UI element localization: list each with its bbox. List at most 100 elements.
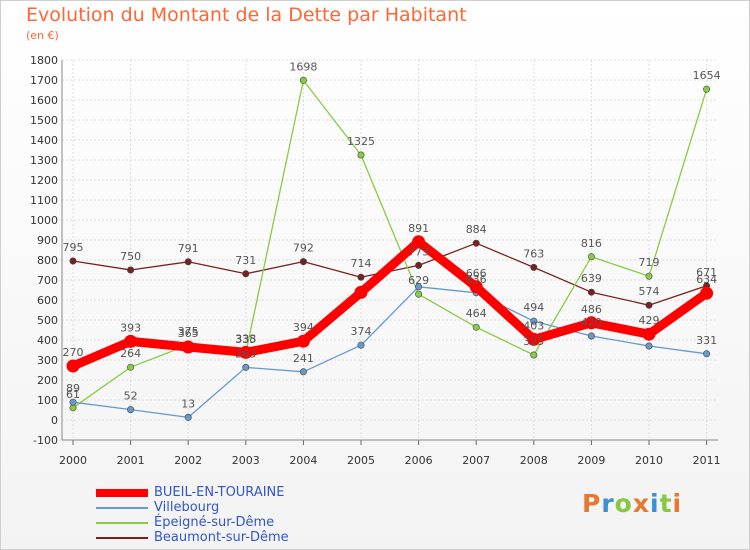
point-villebourg[interactable]	[299, 368, 307, 376]
point-villebourg[interactable]	[127, 406, 135, 414]
point-villebourg[interactable]	[357, 341, 365, 349]
point-bueil[interactable]	[296, 334, 310, 348]
legend-item-beaumont[interactable]: Beaumont-sur-Dême	[96, 530, 356, 545]
point-epeigne[interactable]	[127, 363, 135, 371]
point-bueil[interactable]	[412, 235, 426, 249]
data-label-villebourg: 331	[696, 334, 717, 347]
data-label-beaumont: 574	[639, 285, 660, 298]
point-bueil[interactable]	[239, 345, 253, 359]
series-line-bueil[interactable]	[68, 237, 712, 371]
series-line-epeigne[interactable]	[72, 79, 708, 409]
data-label-villebourg: 374	[351, 325, 372, 338]
y-tick-label: 600	[37, 294, 58, 307]
y-tick-label: 900	[37, 234, 58, 247]
series-line-villebourg[interactable]	[72, 286, 708, 419]
point-beaumont[interactable]	[587, 288, 595, 296]
series-line-beaumont[interactable]	[72, 242, 708, 306]
point-epeigne[interactable]	[645, 272, 653, 280]
data-label-villebourg: 263	[235, 347, 256, 360]
point-bueil[interactable]	[66, 359, 80, 373]
point-beaumont[interactable]	[645, 301, 653, 309]
point-epeigne[interactable]	[357, 151, 365, 159]
axes: -100 0 100 200 300 400 500 600 700 800 900 1000 1100…	[30, 54, 721, 467]
point-epeigne[interactable]	[472, 323, 480, 331]
point-beaumont[interactable]	[472, 239, 480, 247]
y-tick-label: 800	[37, 254, 58, 267]
point-beaumont[interactable]	[242, 270, 250, 278]
chart-title: Evolution du Montant de la Dette par Hab…	[26, 4, 467, 26]
point-beaumont[interactable]	[357, 273, 365, 281]
data-label-epeigne: 335	[235, 333, 256, 346]
point-beaumont[interactable]	[127, 266, 135, 274]
point-villebourg[interactable]	[415, 283, 423, 291]
data-label-bueil: 365	[178, 327, 199, 340]
legend-swatch-epeigne	[96, 522, 148, 524]
data-label-bueil: 393	[120, 321, 141, 334]
point-epeigne[interactable]	[703, 85, 711, 93]
data-label-beaumont: 731	[235, 254, 256, 267]
point-bueil[interactable]	[527, 332, 541, 346]
x-tick-label: 2009	[577, 454, 605, 467]
point-bueil[interactable]	[181, 340, 195, 354]
point-beaumont[interactable]	[530, 263, 538, 271]
legend-label-bueil: BUEIL-EN-TOURAINE	[154, 485, 285, 500]
point-villebourg[interactable]	[587, 332, 595, 340]
point-beaumont[interactable]	[184, 258, 192, 266]
y-tick-label: 0	[51, 414, 58, 427]
point-villebourg[interactable]	[184, 413, 192, 421]
proxiti-logo[interactable]: Proxiti	[582, 489, 682, 518]
data-label-villebourg: 13	[181, 397, 195, 410]
point-bueil[interactable]	[124, 334, 138, 348]
legend-swatch-beaumont	[96, 537, 148, 539]
data-label-bueil: 486	[581, 303, 602, 316]
brand-letter: t	[659, 489, 673, 518]
x-tick-label: 2001	[117, 454, 145, 467]
y-tick-label: 1300	[30, 154, 58, 167]
point-bueil[interactable]	[642, 327, 656, 341]
x-tick-label: 2007	[462, 454, 490, 467]
point-bueil[interactable]	[354, 285, 368, 299]
data-label-beaumont: 791	[178, 242, 199, 255]
point-epeigne[interactable]	[415, 290, 423, 298]
legend-swatch-bueil	[96, 489, 148, 497]
point-villebourg[interactable]	[242, 363, 250, 371]
x-tick-label: 2002	[174, 454, 202, 467]
legend-item-villebourg[interactable]: Villebourg	[96, 500, 356, 515]
legend-item-bueil[interactable]: BUEIL-EN-TOURAINE	[96, 485, 356, 500]
data-label-beaumont: 750	[120, 250, 141, 263]
x-tick-label: 2006	[405, 454, 433, 467]
point-bueil[interactable]	[700, 286, 714, 300]
data-label-bueil: 429	[639, 314, 660, 327]
data-label-villebourg: 89	[66, 382, 80, 395]
x-tick-label: 2010	[635, 454, 663, 467]
y-tick-label: 1100	[30, 194, 58, 207]
data-label-epeigne: 1654	[693, 69, 721, 82]
data-label-epeigne: 375	[178, 325, 199, 338]
x-tick-label: 2005	[347, 454, 375, 467]
point-villebourg[interactable]	[530, 317, 538, 325]
data-label-beaumont: 714	[351, 257, 372, 270]
point-bueil[interactable]	[584, 316, 598, 330]
legend-item-epeigne[interactable]: Épeigné-sur-Dême	[96, 515, 356, 530]
data-label-bueil: 634	[696, 273, 717, 286]
y-tick-label: 1000	[30, 214, 58, 227]
point-beaumont[interactable]	[69, 257, 77, 265]
point-epeigne[interactable]	[299, 76, 307, 84]
y-tick-label: 1700	[30, 74, 58, 87]
point-epeigne[interactable]	[530, 351, 538, 359]
point-bueil[interactable]	[469, 280, 483, 294]
point-villebourg[interactable]	[703, 350, 711, 358]
point-beaumont[interactable]	[299, 258, 307, 266]
legend-swatch-villebourg	[96, 507, 148, 509]
point-epeigne[interactable]	[587, 253, 595, 261]
point-villebourg[interactable]	[69, 398, 77, 406]
brand-letter: i	[672, 489, 683, 518]
point-beaumont[interactable]	[415, 261, 423, 269]
grid-lines	[62, 59, 718, 441]
y-tick-label: 1800	[30, 54, 58, 67]
point-villebourg[interactable]	[645, 342, 653, 350]
brand-letter: r	[601, 489, 615, 518]
data-label-epeigne: 1325	[347, 135, 375, 148]
data-label-epeigne: 264	[120, 347, 141, 360]
